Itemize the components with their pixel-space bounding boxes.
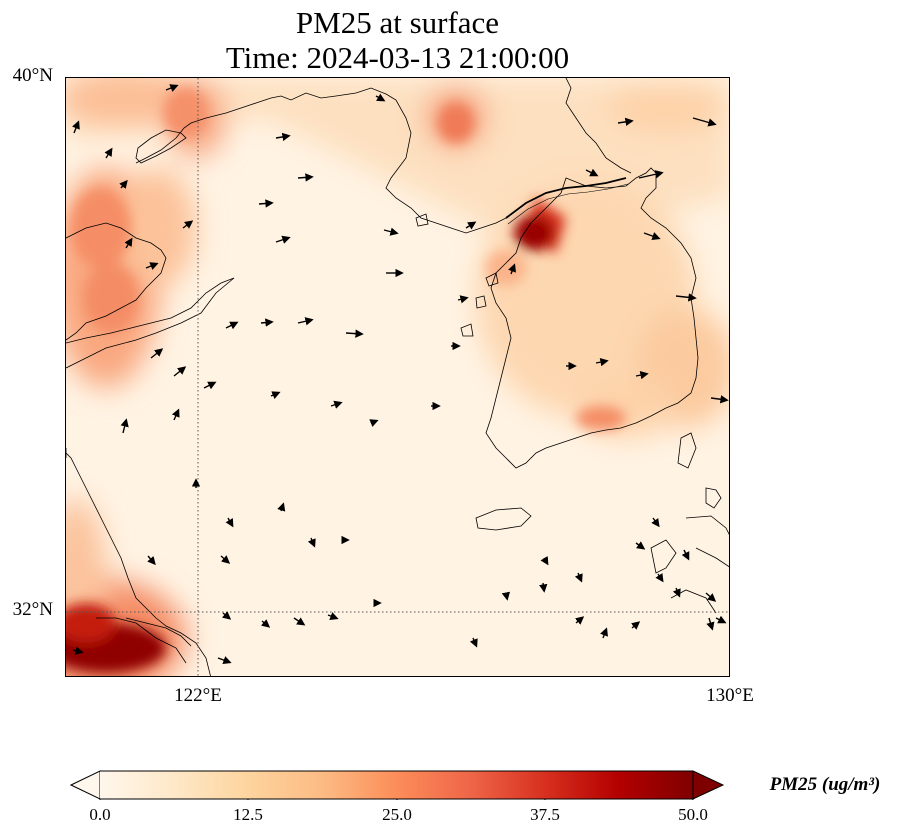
wind-vector-arrow (651, 517, 660, 528)
wind-vector-arrow (150, 348, 164, 359)
wind-vector-arrow (465, 221, 477, 230)
wind-vector-arrow (540, 556, 549, 566)
wind-vector-arrow (119, 179, 128, 189)
wind-vector-arrow (203, 381, 217, 390)
wind-vector-arrow (173, 366, 187, 377)
colorbar-gradient (100, 771, 693, 799)
wind-vectors (72, 84, 729, 665)
colorbar-extend-max (692, 770, 725, 800)
wind-vector-arrow (600, 627, 608, 639)
wind-vector-arrow (643, 232, 661, 241)
pm25-hotspots (66, 88, 626, 673)
wind-vector-arrow (124, 237, 133, 249)
wind-vector-arrow (635, 370, 649, 380)
wind-vector-arrow (225, 321, 239, 330)
lat-label-32n: 32°N (12, 599, 53, 620)
colorbar-extend-min (69, 770, 101, 800)
pm25-map (66, 78, 729, 676)
wind-vector-arrow (574, 572, 583, 583)
wind-vector-arrow (330, 400, 343, 409)
wind-vector-arrow (307, 537, 316, 548)
wind-vector-arrow (631, 621, 641, 630)
wind-vector-arrow (585, 168, 599, 177)
wind-vector-arrow (297, 173, 314, 182)
wind-vector-arrow (270, 391, 281, 400)
wind-vector-arrow (165, 84, 179, 92)
gridlines (66, 78, 729, 676)
wind-vector-arrow (345, 329, 364, 338)
colorbar-label: PM25 (ug/m³) (769, 774, 881, 795)
wind-vector-arrow (327, 612, 339, 620)
wind-vector-arrow (293, 617, 306, 626)
wind-vector-arrow (120, 418, 129, 434)
lon-label-130e: 130°E (706, 685, 754, 706)
wind-vector-arrow (277, 502, 286, 512)
wind-vector-arrow (617, 117, 634, 127)
wind-vector-arrow (501, 591, 511, 601)
wind-vector-arrow (710, 395, 729, 404)
wind-vector-arrow (675, 293, 697, 302)
wind-vector-arrow (672, 587, 681, 598)
wind-vector-arrow (595, 357, 609, 367)
wind-vector-arrow (260, 318, 274, 327)
lat-label-40n: 40°N (12, 65, 53, 86)
colorbar-tick-0: 0.0 (89, 805, 111, 824)
wind-vector-arrow (275, 235, 291, 244)
wind-vector-arrow (715, 615, 727, 624)
wind-vector-arrow (635, 541, 646, 550)
wind-vector-arrow (469, 637, 478, 648)
wind-vector-arrow (655, 573, 664, 583)
wind-vector-arrow (539, 582, 548, 593)
colorbar-tick-1: 12.5 (233, 805, 263, 824)
wind-vector-arrow (681, 549, 690, 561)
wind-vector-arrow (225, 517, 234, 528)
wind-vector-arrow (275, 132, 291, 142)
colorbar-tick-4: 50.0 (678, 805, 708, 824)
wind-vector-arrow (261, 619, 271, 628)
wind-vector-arrow (508, 263, 516, 275)
wind-vector-arrow (375, 93, 386, 102)
colorbar-tick-3: 37.5 (530, 805, 560, 824)
map-time-subtitle: Time: 2024-03-13 21:00:00 (225, 40, 570, 75)
wind-vector-arrow (145, 262, 159, 270)
lon-label-122e: 122°E (174, 685, 222, 706)
wind-vector-arrow (575, 616, 585, 625)
wind-vector-arrow (147, 555, 156, 566)
wind-vector-arrow (258, 199, 274, 208)
wind-vector-arrow (383, 227, 399, 236)
wind-vector-arrow (692, 117, 717, 127)
wind-vector-arrow (638, 170, 664, 179)
wind-vector-arrow (369, 419, 379, 427)
wind-vector-arrow (705, 592, 717, 602)
wind-vector-arrow (72, 646, 84, 655)
wind-vector-arrow (182, 220, 194, 229)
colorbar-tick-2: 25.0 (382, 805, 412, 824)
map-title: PM25 at surface (295, 5, 500, 40)
wind-vector-arrow (217, 656, 232, 665)
colorbar-svg (69, 770, 725, 803)
wind-vector-arrow (104, 147, 113, 159)
wind-vector-arrow (297, 317, 314, 326)
wind-vector-arrow (72, 120, 80, 134)
coastlines (66, 78, 729, 676)
wind-vector-arrow (457, 295, 469, 304)
wind-vector-arrow (171, 408, 180, 421)
wind-vector-arrow (220, 555, 231, 564)
wind-vector-arrow (706, 617, 715, 631)
map-panel (65, 77, 730, 677)
colorbar (69, 770, 725, 803)
wind-vector-arrow (222, 611, 232, 620)
